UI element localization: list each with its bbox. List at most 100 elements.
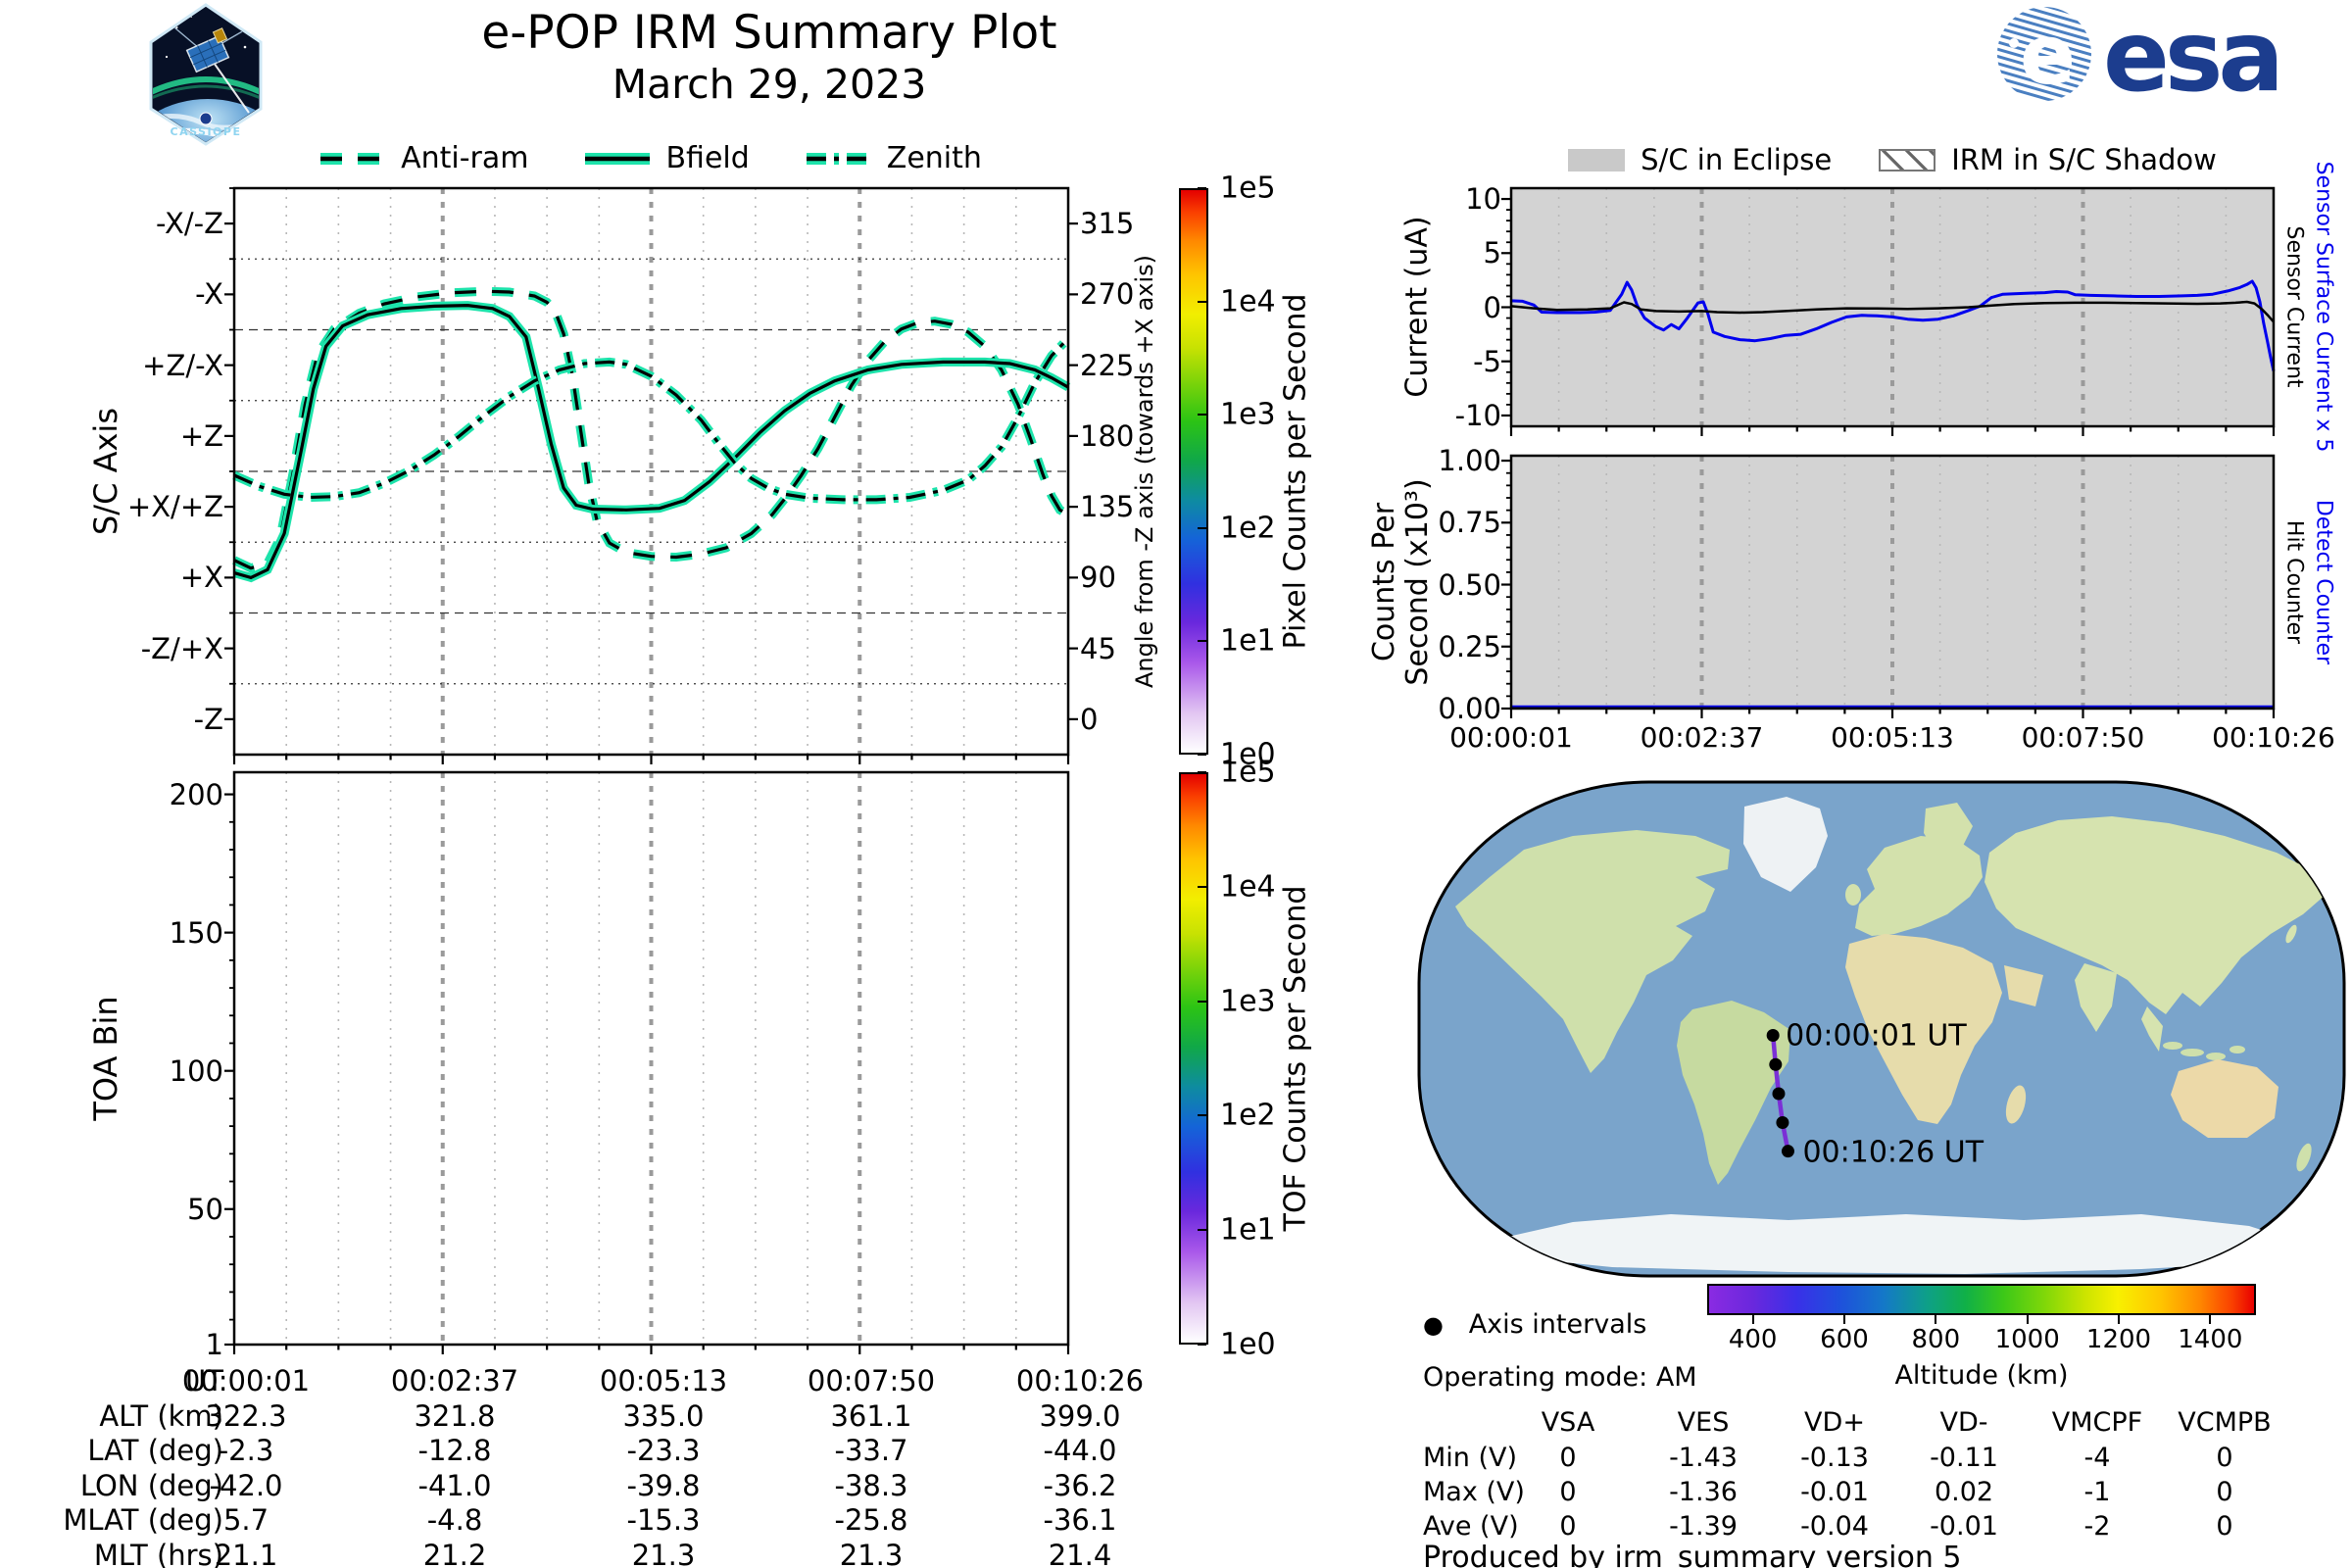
ephemeris-row-label: MLAT (deg) xyxy=(63,1503,223,1537)
colorbar-tick-mark xyxy=(1198,640,1206,643)
voltage-value: -1.36 xyxy=(1669,1477,1738,1507)
voltage-value: -0.11 xyxy=(1930,1443,1998,1473)
legend-item-anti-ram: Anti-ram xyxy=(320,141,528,175)
esa-logo: e esa xyxy=(1997,0,2284,114)
ephemeris-value: -12.8 xyxy=(417,1434,492,1467)
ephemeris-value: -38.3 xyxy=(834,1468,908,1502)
legend-item-irm-shadow: IRM in S/C Shadow xyxy=(1879,143,2217,176)
angle-tick-label: 135 xyxy=(1080,490,1135,524)
legend-item-zenith: Zenith xyxy=(806,141,982,175)
svg-text:e: e xyxy=(2020,7,2076,103)
colorbar-tick-mark xyxy=(1198,771,1206,773)
altitude-tick-label: 1000 xyxy=(1994,1325,2060,1354)
produced-by-note: Produced by irm_summary version 5 xyxy=(1423,1541,1962,1568)
voltage-column-header: VES xyxy=(1677,1407,1730,1438)
colorbar-tick-mark xyxy=(1198,1000,1206,1003)
colorbar-tick-label: 1e4 xyxy=(1220,869,1276,905)
colorbar-tick-mark xyxy=(1198,885,1206,888)
altitude-tick-label: 400 xyxy=(1728,1325,1778,1354)
altitude-tick-mark xyxy=(2026,1315,2029,1324)
track-start-label: 00:00:01 UT xyxy=(1786,1019,1967,1054)
ephemeris-value: 322.3 xyxy=(205,1398,287,1433)
hatch-swatch-icon xyxy=(1879,148,1936,172)
ground-track-world-map: 00:00:01 UT 00:10:26 UT xyxy=(1417,780,2346,1278)
ephemeris-value: 335.0 xyxy=(622,1398,705,1433)
voltage-value: 0 xyxy=(2216,1511,2233,1542)
eclipse-swatch-icon xyxy=(1568,148,1626,172)
colorbar-tick-label: 1e3 xyxy=(1220,397,1276,432)
ephemeris-value: -23.3 xyxy=(626,1434,701,1467)
toa-bin-plot xyxy=(224,770,1070,1354)
right-x-tick-label: 00:00:01 xyxy=(1449,721,1573,754)
voltage-value: -0.04 xyxy=(1800,1511,1869,1542)
hit-counter-right-label: Hit Counter xyxy=(2281,519,2307,645)
counts-tick-label: 0.25 xyxy=(1438,629,1501,663)
voltage-row-label: Ave (V) xyxy=(1423,1511,1519,1542)
colorbar-tick-mark xyxy=(1198,414,1206,416)
altitude-tick-label: 800 xyxy=(1911,1325,1961,1354)
sc-axis-tick-label: +X/+Z xyxy=(126,490,223,524)
ephemeris-value: 00:05:13 xyxy=(599,1364,728,1397)
toa-tick-label: 150 xyxy=(169,915,223,950)
eclipse-shadow-legend: S/C in Eclipse IRM in S/C Shadow xyxy=(1511,143,2274,176)
solid-line-sample-icon xyxy=(585,152,651,165)
altitude-colorbar xyxy=(1707,1284,2256,1315)
ephemeris-value: -36.2 xyxy=(1043,1468,1117,1502)
operating-mode: Operating mode: AM xyxy=(1423,1362,1697,1393)
patch-mission-name: CASSIOPE xyxy=(171,125,242,138)
ephemeris-row-label: UT xyxy=(185,1364,223,1397)
sc-axis-ylabel: S/C Axis xyxy=(87,408,124,535)
altitude-tick-mark xyxy=(1935,1315,1937,1324)
altitude-tick-mark xyxy=(2209,1315,2212,1324)
sc-axis-tick-label: -X xyxy=(195,277,223,312)
ephemeris-value: -42.0 xyxy=(209,1468,283,1502)
detect-counter-right-label: Detect Counter xyxy=(2311,499,2336,665)
axis-intervals-dot-icon: ● xyxy=(1423,1311,1444,1339)
esa-globe-icon xyxy=(1997,7,2091,101)
ephemeris-value: 5.7 xyxy=(222,1503,270,1537)
voltage-column-header: VMCPF xyxy=(2051,1407,2143,1438)
right-x-tick-label: 00:05:13 xyxy=(1831,721,1954,754)
voltage-value: 0.02 xyxy=(1934,1477,1994,1507)
current-tick-label: 5 xyxy=(1483,236,1501,270)
angle-tick-label: 315 xyxy=(1080,207,1135,241)
colorbar-tick-label: 1e1 xyxy=(1220,623,1276,659)
voltage-value: 0 xyxy=(1559,1511,1577,1542)
angle-tick-label: 0 xyxy=(1080,702,1099,736)
tof-counts-colorbar xyxy=(1179,772,1208,1345)
ephemeris-value: 21.1 xyxy=(214,1538,278,1568)
voltage-column-header: VD- xyxy=(1939,1407,1988,1438)
angle-tick-label: 270 xyxy=(1080,277,1135,312)
map-continents xyxy=(1455,797,2326,1274)
esa-wordmark: esa xyxy=(2103,0,2279,114)
ephemeris-row-label: ALT (km) xyxy=(99,1398,223,1433)
angle-tick-label: 225 xyxy=(1080,348,1135,382)
pixel-counts-colorbar xyxy=(1179,188,1208,755)
ephemeris-row-label: LAT (deg) xyxy=(87,1434,223,1467)
colorbar-tick-mark xyxy=(1198,300,1206,303)
altitude-tick-mark xyxy=(1751,1315,1754,1324)
counts-ylabel: Counts Per Second (x10³) xyxy=(1367,478,1435,686)
voltage-value: 0 xyxy=(1559,1443,1577,1473)
current-tick-label: 10 xyxy=(1465,182,1501,217)
current-tick-label: 0 xyxy=(1483,290,1501,324)
sc-axis-legend: Anti-ram Bfield Zenith xyxy=(234,141,1068,175)
toa-bin-ylabel: TOA Bin xyxy=(87,996,124,1121)
voltage-value: -2 xyxy=(2083,1511,2111,1542)
voltage-value: -1 xyxy=(2083,1477,2111,1507)
voltage-value: -0.13 xyxy=(1800,1443,1869,1473)
counts-tick-label: 1.00 xyxy=(1438,444,1501,478)
sc-axis-tick-label: -Z xyxy=(193,702,223,736)
current-tick-label: -5 xyxy=(1473,344,1501,378)
page-title: e-POP IRM Summary Plot xyxy=(481,6,1057,60)
colorbar-tick-label: 1e4 xyxy=(1220,284,1276,319)
ephemeris-row-label: LON (deg) xyxy=(79,1468,223,1502)
legend-label: Bfield xyxy=(665,141,750,175)
counts-tick-label: 0.50 xyxy=(1438,567,1501,602)
counts-plot xyxy=(1501,454,2276,718)
colorbar-tick-mark xyxy=(1198,526,1206,529)
ephemeris-value: -25.8 xyxy=(834,1503,908,1537)
legend-label: Anti-ram xyxy=(401,141,529,175)
ephemeris-value: -33.7 xyxy=(834,1434,908,1467)
voltage-value: -0.01 xyxy=(1800,1477,1869,1507)
